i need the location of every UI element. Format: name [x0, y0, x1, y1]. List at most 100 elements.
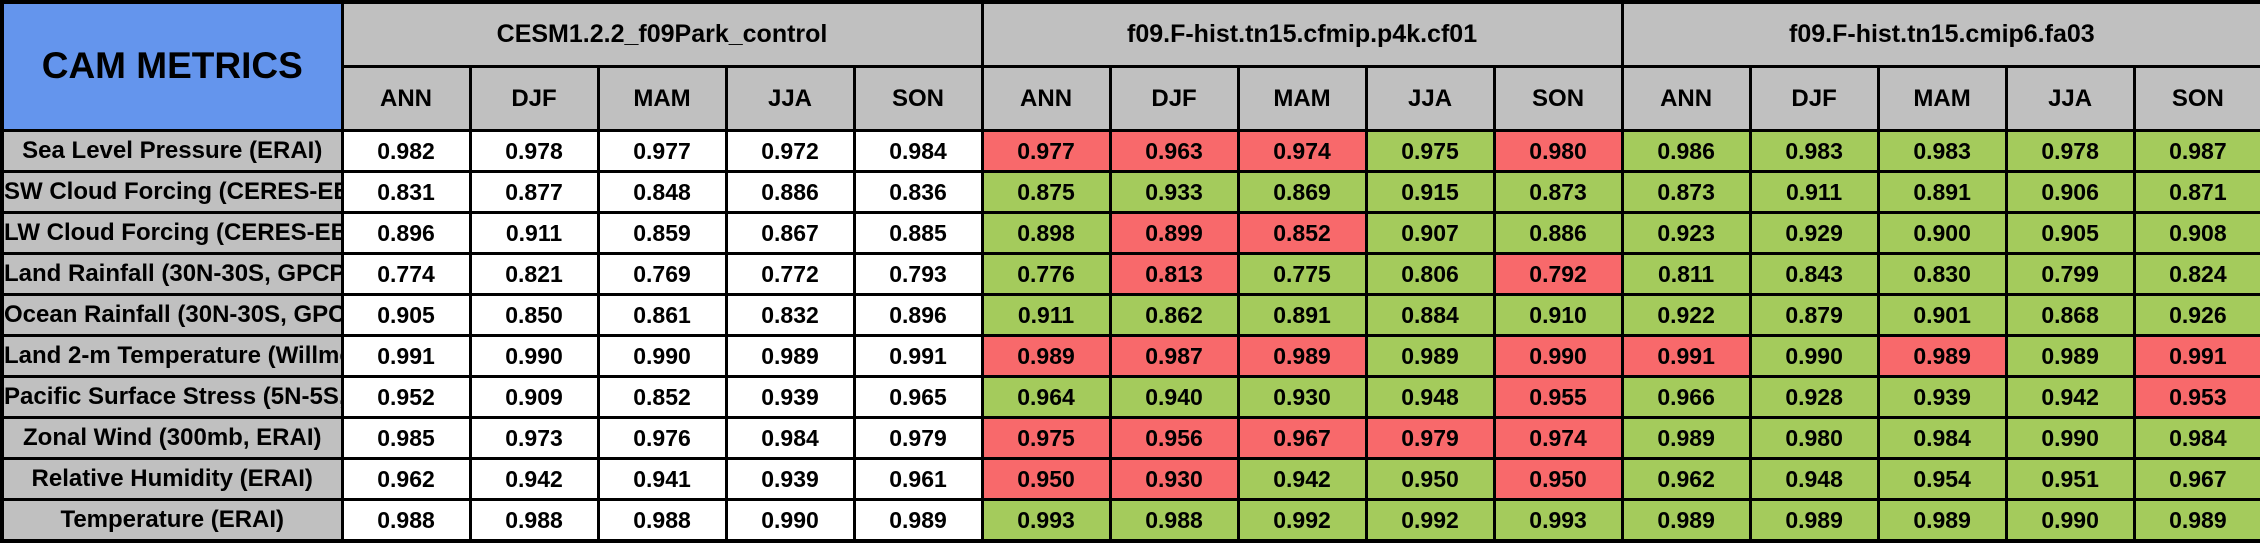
metric-value-cell: 0.821 [468, 252, 600, 296]
metric-value-cell: 0.884 [1364, 293, 1496, 337]
metric-row-label: Land Rainfall (30N-30S, GPCP) [0, 252, 344, 296]
season-column-header: DJF [1108, 65, 1240, 132]
metrics-body: Sea Level Pressure (ERAI) 0.982 0.978 0.977… [0, 129, 2260, 543]
season-column-header: ANN [340, 65, 472, 132]
metric-value-cell: 0.952 [340, 375, 472, 419]
metric-value-cell: 0.951 [2004, 457, 2136, 501]
metric-row-label: Zonal Wind (300mb, ERAI) [0, 416, 344, 460]
metric-value-cell: 0.974 [1236, 129, 1368, 173]
metric-value-cell: 0.886 [1492, 211, 1624, 255]
season-column-header: SON [2132, 65, 2260, 132]
metric-value-cell: 0.933 [1108, 170, 1240, 214]
metric-value-cell: 0.990 [1748, 334, 1880, 378]
metric-value-cell: 0.966 [1620, 375, 1752, 419]
metric-value-cell: 0.824 [2132, 252, 2260, 296]
metric-row: Land Rainfall (30N-30S, GPCP) 0.774 0.821 0… [0, 252, 2260, 296]
metric-value-cell: 0.967 [1236, 416, 1368, 460]
model-group-header: f09.F-hist.tn15.cmip6.fa03 [1620, 0, 2260, 68]
metric-value-cell: 0.830 [1876, 252, 2008, 296]
metric-value-cell: 0.990 [1492, 334, 1624, 378]
metric-row: Zonal Wind (300mb, ERAI) 0.985 0.973 0.976 0… [0, 416, 2260, 460]
metric-value-cell: 0.922 [1620, 293, 1752, 337]
metric-value-cell: 0.984 [852, 129, 984, 173]
metric-value-cell: 0.928 [1748, 375, 1880, 419]
metric-value-cell: 0.930 [1108, 457, 1240, 501]
metric-row-label: Pacific Surface Stress (5N-5S,ERS) [0, 375, 344, 419]
metric-value-cell: 0.989 [2132, 498, 2260, 543]
metric-value-cell: 0.992 [1236, 498, 1368, 543]
season-column-header: SON [1492, 65, 1624, 132]
metric-row-label: Sea Level Pressure (ERAI) [0, 129, 344, 173]
metric-value-cell: 0.836 [852, 170, 984, 214]
metric-value-cell: 0.989 [1236, 334, 1368, 378]
metric-value-cell: 0.984 [724, 416, 856, 460]
metric-value-cell: 0.911 [980, 293, 1112, 337]
metric-value-cell: 0.991 [2132, 334, 2260, 378]
metric-value-cell: 0.976 [596, 416, 728, 460]
metric-value-cell: 0.906 [2004, 170, 2136, 214]
metric-value-cell: 0.875 [980, 170, 1112, 214]
metric-value-cell: 0.850 [468, 293, 600, 337]
season-column-header: JJA [1364, 65, 1496, 132]
season-column-header: MAM [1236, 65, 1368, 132]
metric-value-cell: 0.869 [1236, 170, 1368, 214]
metric-value-cell: 0.962 [1620, 457, 1752, 501]
metric-row: Sea Level Pressure (ERAI) 0.982 0.978 0.977… [0, 129, 2260, 173]
season-column-header: DJF [1748, 65, 1880, 132]
metric-value-cell: 0.965 [852, 375, 984, 419]
metric-value-cell: 0.832 [724, 293, 856, 337]
metric-value-cell: 0.942 [1236, 457, 1368, 501]
metric-value-cell: 0.977 [980, 129, 1112, 173]
metric-value-cell: 0.963 [1108, 129, 1240, 173]
metric-value-cell: 0.985 [340, 416, 472, 460]
metric-value-cell: 0.948 [1364, 375, 1496, 419]
metric-value-cell: 0.988 [1108, 498, 1240, 543]
metric-value-cell: 0.772 [724, 252, 856, 296]
metric-value-cell: 0.898 [980, 211, 1112, 255]
metric-value-cell: 0.989 [1876, 334, 2008, 378]
metric-value-cell: 0.891 [1876, 170, 2008, 214]
metric-value-cell: 0.900 [1876, 211, 2008, 255]
metric-value-cell: 0.991 [852, 334, 984, 378]
metric-value-cell: 0.939 [724, 375, 856, 419]
metric-value-cell: 0.989 [724, 334, 856, 378]
metric-value-cell: 0.962 [340, 457, 472, 501]
metric-value-cell: 0.948 [1748, 457, 1880, 501]
metric-value-cell: 0.929 [1748, 211, 1880, 255]
metric-value-cell: 0.992 [1364, 498, 1496, 543]
metric-value-cell: 0.769 [596, 252, 728, 296]
metric-value-cell: 0.848 [596, 170, 728, 214]
metric-value-cell: 0.988 [596, 498, 728, 543]
metric-value-cell: 0.993 [1492, 498, 1624, 543]
metric-value-cell: 0.979 [852, 416, 984, 460]
metric-value-cell: 0.941 [596, 457, 728, 501]
metric-value-cell: 0.990 [724, 498, 856, 543]
metric-value-cell: 0.978 [2004, 129, 2136, 173]
season-column-header: ANN [1620, 65, 1752, 132]
metric-value-cell: 0.910 [1492, 293, 1624, 337]
metric-value-cell: 0.911 [468, 211, 600, 255]
metric-value-cell: 0.990 [596, 334, 728, 378]
metric-value-cell: 0.990 [468, 334, 600, 378]
metric-value-cell: 0.859 [596, 211, 728, 255]
metric-value-cell: 0.930 [1236, 375, 1368, 419]
metric-value-cell: 0.983 [1748, 129, 1880, 173]
metric-value-cell: 0.973 [468, 416, 600, 460]
metric-value-cell: 0.980 [1748, 416, 1880, 460]
metric-value-cell: 0.774 [340, 252, 472, 296]
metric-value-cell: 0.990 [2004, 498, 2136, 543]
metric-value-cell: 0.911 [1748, 170, 1880, 214]
metric-value-cell: 0.942 [2004, 375, 2136, 419]
metric-value-cell: 0.961 [852, 457, 984, 501]
metric-value-cell: 0.909 [468, 375, 600, 419]
metric-value-cell: 0.987 [1108, 334, 1240, 378]
metric-value-cell: 0.977 [596, 129, 728, 173]
season-column-header: JJA [2004, 65, 2136, 132]
metric-value-cell: 0.811 [1620, 252, 1752, 296]
model-group-header: CESM1.2.2_f09Park_control [340, 0, 984, 68]
season-column-header: SON [852, 65, 984, 132]
metric-value-cell: 0.896 [340, 211, 472, 255]
metric-value-cell: 0.891 [1236, 293, 1368, 337]
metric-row-label: Land 2-m Temperature (Willmott) [0, 334, 344, 378]
metric-value-cell: 0.915 [1364, 170, 1496, 214]
